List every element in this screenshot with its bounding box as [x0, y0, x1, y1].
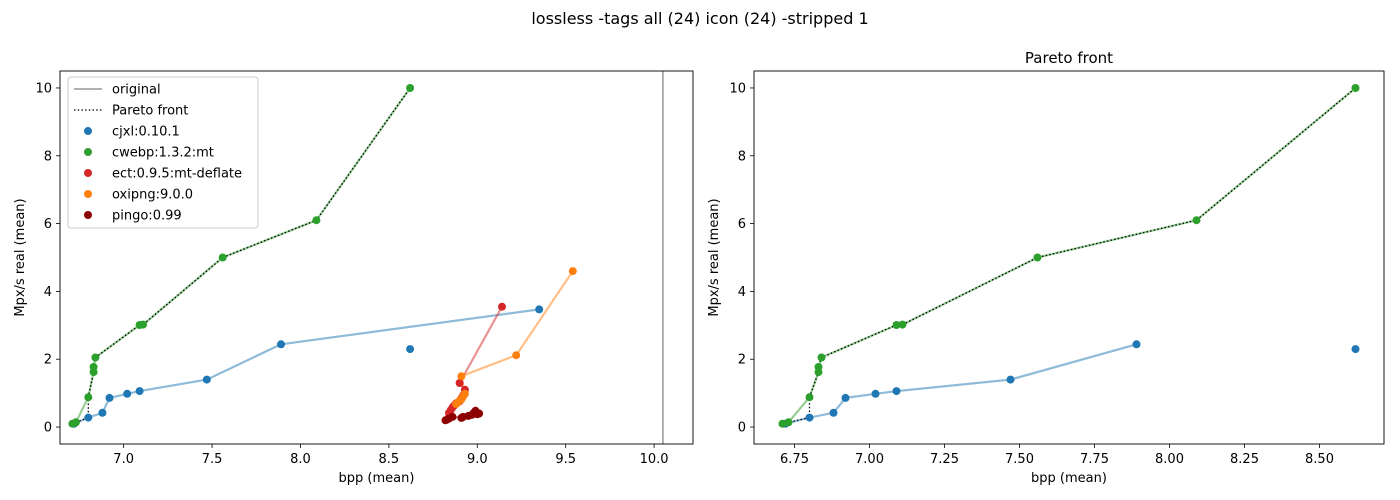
data-point-cjxl [805, 413, 814, 422]
plot-frame [753, 70, 1385, 445]
data-point-cjxl [277, 340, 285, 349]
x-tick-label: 7.00 [855, 452, 884, 467]
data-point-cwebp [91, 353, 100, 362]
x-tick-label: 10.0 [640, 452, 669, 467]
plot-frame [59, 70, 694, 445]
chart-panel-2: Pareto front 6.75 7.00 7.25 7.50 7.75 8.00 8.25… [707, 49, 1385, 486]
data-point-ect [455, 379, 464, 387]
series-line-cjxl [785, 343, 1137, 425]
x-axis-label: bpp (mean) [339, 471, 415, 486]
y-tick-label: 4 [738, 285, 746, 300]
figure-suptitle: lossless -tags all (24) icon (24) -strip… [531, 9, 868, 28]
x-axis-label: bpp (mean) [1031, 471, 1107, 486]
x-tick-label: 7.0 [113, 452, 134, 467]
y-tick-label: 2 [44, 353, 52, 368]
legend-entry: original [112, 83, 161, 98]
data-point-cjxl [1006, 375, 1015, 384]
data-point-cwebp [312, 216, 321, 225]
y-axis-label: Mpx/s real (mean) [707, 198, 722, 316]
data-point-oxipng [457, 372, 466, 381]
x-tick-label: 7.5 [202, 452, 223, 467]
data-point-cjxl [98, 408, 107, 417]
y-tick-label: 6 [44, 217, 52, 232]
data-point-cjxl [135, 387, 144, 396]
x-tick-label: 8.50 [1305, 452, 1334, 467]
data-point-ect [498, 302, 506, 311]
data-point-cjxl [535, 305, 544, 314]
data-point-cwebp [814, 363, 823, 371]
series-line-oxipng [455, 270, 574, 405]
x-tick-label: 8.25 [1230, 452, 1259, 467]
chart-panel-1: 7.0 7.5 8.0 8.5 9.0 9.5 10.0 0 2 4 6 8 10 bpp (mean) M… [13, 70, 694, 486]
data-point-cwebp [805, 393, 814, 402]
y-tick-label: 10 [729, 81, 746, 96]
pareto-front-line [782, 87, 1356, 425]
legend-swatch-cjxl [84, 127, 92, 135]
legend-entry: cwebp:1.3.2:mt [112, 146, 214, 161]
y-tick-label: 0 [44, 421, 52, 436]
legend-entry: pingo:0.99 [112, 209, 182, 224]
y-axis-label: Mpx/s real (mean) [13, 198, 28, 316]
x-tick-label: 8.5 [379, 452, 400, 467]
y-tick-label: 6 [738, 217, 746, 232]
x-tick-label: 7.75 [1080, 452, 1109, 467]
data-point-cwebp [89, 363, 98, 371]
y-tick-label: 10 [35, 81, 52, 96]
data-point-cwebp [898, 320, 907, 329]
legend-swatch-ect [84, 169, 92, 177]
x-tick-label: 9.0 [467, 452, 488, 467]
legend-entry: Pareto front [112, 104, 188, 119]
legend-entry: ect:0.9.5:mt-deflate [112, 167, 242, 182]
y-tick-label: 8 [44, 149, 52, 164]
data-point-cjxl [123, 389, 132, 398]
x-tick-label: 9.5 [555, 452, 576, 467]
data-point-cjxl [84, 413, 93, 422]
x-tick-label: 6.75 [780, 452, 809, 467]
y-tick-label: 4 [44, 285, 52, 300]
data-point-cwebp [406, 84, 415, 92]
legend: original Pareto front cjxl:0.10.1 cwebp:1.3… [67, 76, 259, 229]
y-tick-label: 2 [738, 353, 746, 368]
data-point-cjxl [892, 387, 901, 396]
legend-swatch-oxipng [84, 190, 92, 198]
data-point-cwebp [139, 320, 148, 329]
data-point-cwebp [1033, 253, 1042, 262]
data-point-cjxl [202, 375, 211, 384]
data-point-cwebp [71, 418, 80, 427]
y-tick-label: 8 [738, 149, 746, 164]
data-point-oxipng [460, 389, 469, 398]
data-point-cjxl [406, 345, 415, 354]
data-point-cjxl [105, 393, 114, 402]
data-point-oxipng [512, 351, 521, 360]
y-tick-label: 0 [738, 421, 746, 436]
legend-box [67, 76, 259, 229]
data-point-cwebp [817, 353, 826, 362]
data-point-cwebp [784, 418, 793, 427]
legend-swatch-cwebp [84, 148, 92, 156]
data-point-cwebp [218, 253, 227, 262]
data-point-cjxl [871, 389, 880, 398]
data-point-cwebp [778, 419, 787, 428]
chart-title: Pareto front [1025, 49, 1113, 67]
data-point-oxipng [568, 267, 577, 276]
legend-swatch-pingo [84, 211, 92, 219]
x-tick-label: 8.00 [1155, 452, 1184, 467]
data-point-cjxl [841, 393, 850, 402]
x-tick-label: 8.0 [290, 452, 311, 467]
data-point-cwebp [1351, 84, 1360, 92]
data-point-pingo [475, 409, 484, 418]
data-point-cjxl [1351, 345, 1360, 354]
x-tick-label: 7.50 [1005, 452, 1034, 467]
data-point-pingo [448, 412, 457, 421]
data-point-cjxl [1132, 340, 1141, 349]
data-point-cwebp [1192, 216, 1201, 225]
legend-entry: oxipng:9.0.0 [112, 188, 193, 203]
legend-entry: cjxl:0.10.1 [112, 125, 180, 140]
data-point-cwebp [892, 321, 901, 329]
x-tick-label: 7.25 [930, 452, 959, 467]
data-point-cjxl [829, 408, 838, 417]
series-line-cwebp [782, 87, 1357, 425]
data-point-cwebp [84, 393, 93, 402]
